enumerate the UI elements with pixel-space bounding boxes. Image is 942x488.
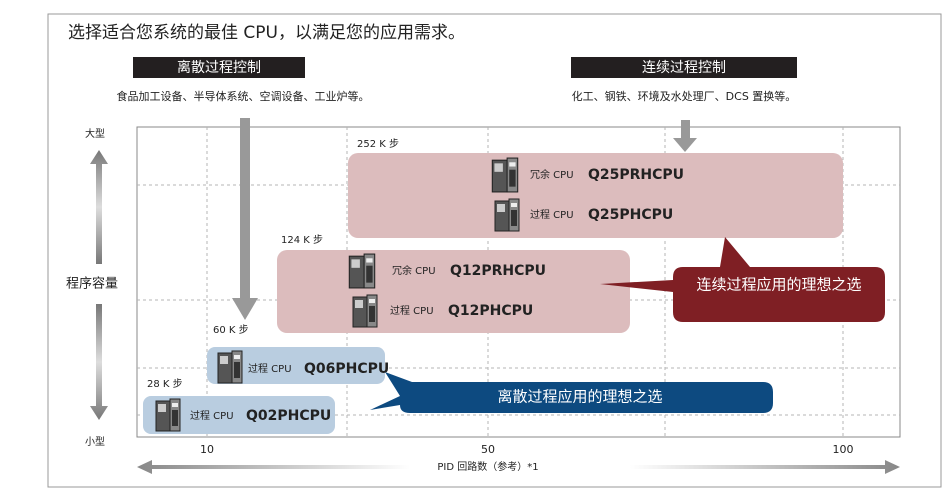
group-box	[207, 347, 385, 384]
callout	[370, 372, 773, 413]
arrow	[673, 120, 697, 152]
capacity-label: 28 K 步	[147, 378, 183, 390]
category-label: 离散过程控制	[177, 59, 261, 76]
product-model: Q12PHCPU	[448, 303, 533, 319]
product-prefix: 过程 CPU	[248, 362, 292, 375]
callout-text: 连续过程应用的理想之选	[696, 276, 861, 294]
category-examples: 化工、钢铁、环境及水处理厂、DCS 置换等。	[572, 89, 797, 103]
product-model: Q06PHCPU	[304, 361, 389, 377]
title: 选择适合您系统的最佳 CPU，以满足您的应用需求。	[68, 23, 465, 43]
product-prefix: 冗余 CPU	[392, 264, 436, 277]
group-box	[143, 396, 335, 434]
arrow	[137, 460, 410, 474]
callout	[600, 237, 885, 322]
arrow	[630, 460, 900, 474]
arrow	[232, 118, 258, 320]
callout-text: 离散过程应用的理想之选	[497, 388, 662, 406]
y-axis-bottom: 小型	[85, 435, 105, 448]
product-prefix: 过程 CPU	[530, 208, 574, 221]
x-tick-label: 100	[833, 443, 854, 456]
arrow	[90, 150, 108, 264]
group-box	[348, 153, 843, 238]
category-header	[571, 57, 797, 78]
cpu-icon	[491, 157, 519, 193]
product-prefix: 过程 CPU	[190, 409, 234, 422]
x-axis-label: PID 回路数（参考）*1	[437, 460, 538, 473]
product-prefix: 冗余 CPU	[530, 168, 574, 181]
category-label: 连续过程控制	[642, 59, 726, 76]
product-model: Q25PRHCPU	[588, 167, 684, 183]
cpu-icon	[217, 350, 243, 384]
x-tick-label: 10	[200, 443, 214, 456]
product-model: Q02PHCPU	[246, 408, 331, 424]
y-axis-label: 程序容量	[66, 276, 118, 292]
capacity-label: 252 K 步	[357, 138, 399, 150]
product-model: Q25PHCPU	[588, 207, 673, 223]
capacity-label: 124 K 步	[281, 234, 323, 246]
capacity-label: 60 K 步	[213, 324, 249, 336]
product-model: Q12PRHCPU	[450, 263, 546, 279]
cpu-icon	[352, 294, 378, 328]
arrow	[90, 304, 108, 420]
cpu-icon	[494, 198, 520, 232]
category-header	[133, 57, 305, 78]
x-tick-label: 50	[481, 443, 495, 456]
y-axis-top: 大型	[85, 127, 105, 140]
cpu-icon	[155, 398, 181, 432]
cpu-icon	[348, 253, 376, 289]
product-prefix: 过程 CPU	[390, 304, 434, 317]
category-examples: 食品加工设备、半导体系统、空调设备、工业炉等。	[117, 89, 370, 103]
